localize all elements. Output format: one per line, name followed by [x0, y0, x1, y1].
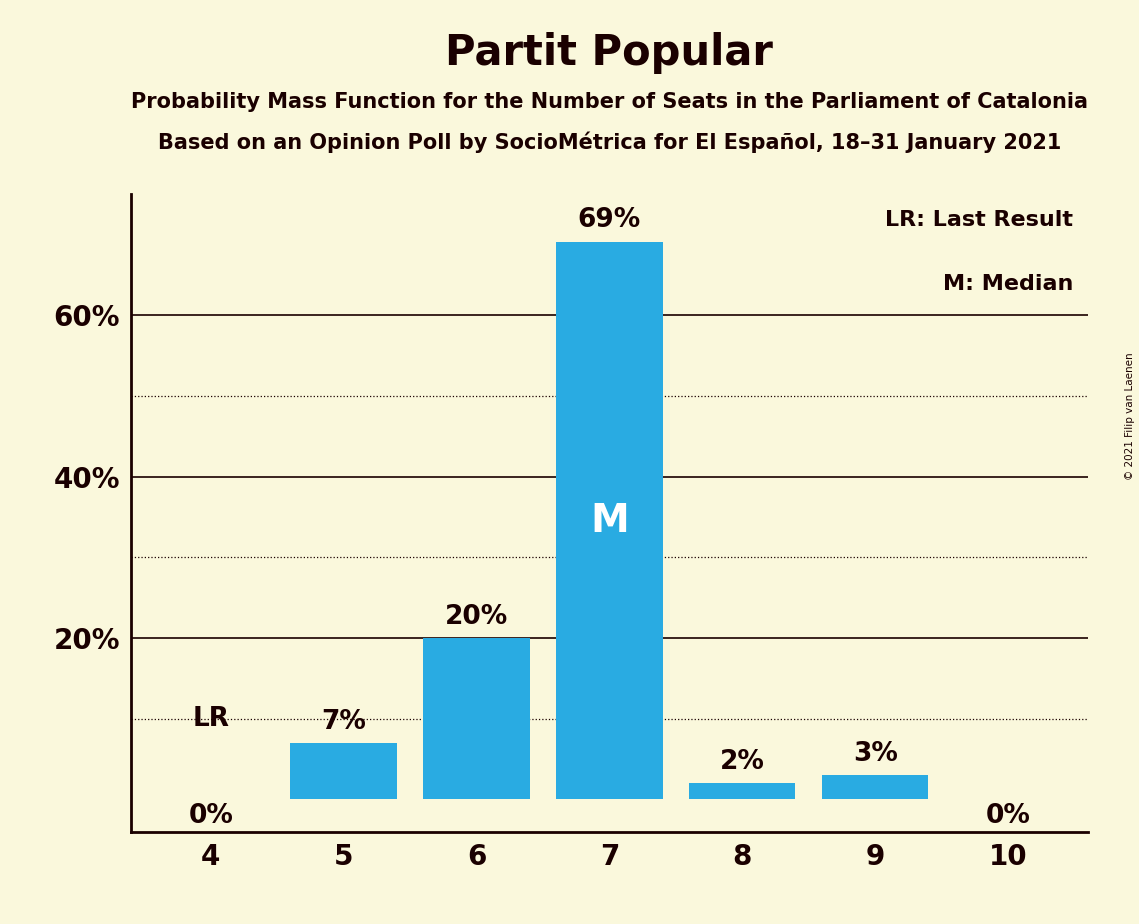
Text: © 2021 Filip van Laenen: © 2021 Filip van Laenen [1125, 352, 1134, 480]
Bar [822, 775, 928, 799]
Bar [424, 638, 530, 799]
Text: 2%: 2% [720, 749, 764, 775]
Text: Probability Mass Function for the Number of Seats in the Parliament of Catalonia: Probability Mass Function for the Number… [131, 92, 1088, 113]
Text: 3%: 3% [853, 741, 898, 767]
Text: 7%: 7% [321, 709, 366, 735]
Text: M: Median: M: Median [943, 274, 1073, 294]
Text: Partit Popular: Partit Popular [445, 32, 773, 74]
Text: Based on an Opinion Poll by SocioMétrica for El Español, 18–31 January 2021: Based on an Opinion Poll by SocioMétrica… [157, 131, 1062, 152]
Text: 0%: 0% [188, 803, 233, 830]
Text: 20%: 20% [445, 604, 508, 630]
Text: 69%: 69% [577, 207, 641, 233]
Bar [290, 743, 396, 799]
Text: LR: LR [192, 706, 229, 732]
Text: LR: Last Result: LR: Last Result [885, 210, 1073, 230]
Text: M: M [590, 502, 629, 540]
Text: 0%: 0% [985, 803, 1031, 830]
Bar [556, 242, 663, 799]
Bar [689, 784, 795, 799]
